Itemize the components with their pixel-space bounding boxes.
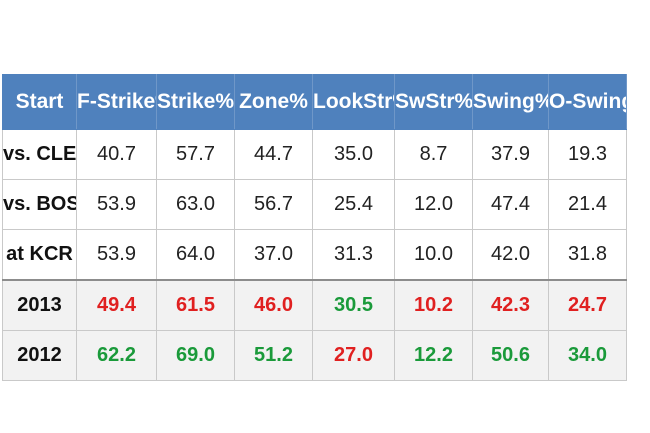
summary-row-2012: 2012 62.2 69.0 51.2 27.0 12.2 50.6 34.0 — [2, 330, 627, 381]
column-header-swing: Swing% — [472, 74, 549, 130]
table-cell: 12.2 — [394, 330, 473, 381]
pitching-stats-table: Start F-Strike% Strike% Zone% LookStr% S… — [2, 74, 627, 381]
column-header-strike: Strike% — [156, 74, 235, 130]
table-cell: 46.0 — [234, 279, 313, 331]
column-header-start: Start — [2, 74, 77, 130]
column-header-o-swing: O-Swing% — [548, 74, 627, 130]
table-cell: 47.4 — [472, 179, 549, 230]
table-cell: 57.7 — [156, 129, 235, 180]
header-row: Start F-Strike% Strike% Zone% LookStr% S… — [2, 74, 627, 130]
column-header-lookstr: LookStr% — [312, 74, 395, 130]
table-cell: 37.0 — [234, 229, 313, 281]
table-cell: 37.9 — [472, 129, 549, 180]
column-header-swstr: SwStr% — [394, 74, 473, 130]
table-cell: 44.7 — [234, 129, 313, 180]
row-label: 2013 — [2, 279, 77, 331]
table-cell: 31.8 — [548, 229, 627, 281]
table-cell: 21.4 — [548, 179, 627, 230]
table-cell: 8.7 — [394, 129, 473, 180]
table-cell: 24.7 — [548, 279, 627, 331]
table-cell: 53.9 — [76, 179, 157, 230]
table-cell: 31.3 — [312, 229, 395, 281]
table-cell: 10.2 — [394, 279, 473, 331]
table-cell: 27.0 — [312, 330, 395, 381]
table-cell: 62.2 — [76, 330, 157, 381]
row-label: at KCR — [2, 229, 77, 281]
table-cell: 34.0 — [548, 330, 627, 381]
table-cell: 25.4 — [312, 179, 395, 230]
column-header-f-strike: F-Strike% — [76, 74, 157, 130]
table-cell: 64.0 — [156, 229, 235, 281]
table-cell: 30.5 — [312, 279, 395, 331]
table-cell: 35.0 — [312, 129, 395, 180]
table-cell: 61.5 — [156, 279, 235, 331]
table-cell: 12.0 — [394, 179, 473, 230]
table-cell: 42.3 — [472, 279, 549, 331]
row-label: vs. BOS — [2, 179, 77, 230]
table-cell: 50.6 — [472, 330, 549, 381]
table-cell: 63.0 — [156, 179, 235, 230]
table-cell: 69.0 — [156, 330, 235, 381]
table-row: vs. BOS 53.9 63.0 56.7 25.4 12.0 47.4 21… — [2, 179, 627, 230]
table-cell: 10.0 — [394, 229, 473, 281]
row-label: 2012 — [2, 330, 77, 381]
table-cell: 56.7 — [234, 179, 313, 230]
table-cell: 51.2 — [234, 330, 313, 381]
table-cell: 40.7 — [76, 129, 157, 180]
table-row: vs. CLE 40.7 57.7 44.7 35.0 8.7 37.9 19.… — [2, 129, 627, 180]
table-cell: 53.9 — [76, 229, 157, 281]
column-header-zone: Zone% — [234, 74, 313, 130]
table-cell: 19.3 — [548, 129, 627, 180]
table-row: at KCR 53.9 64.0 37.0 31.3 10.0 42.0 31.… — [2, 229, 627, 281]
row-label: vs. CLE — [2, 129, 77, 180]
table-cell: 42.0 — [472, 229, 549, 281]
table-cell: 49.4 — [76, 279, 157, 331]
summary-row-2013: 2013 49.4 61.5 46.0 30.5 10.2 42.3 24.7 — [2, 279, 627, 331]
